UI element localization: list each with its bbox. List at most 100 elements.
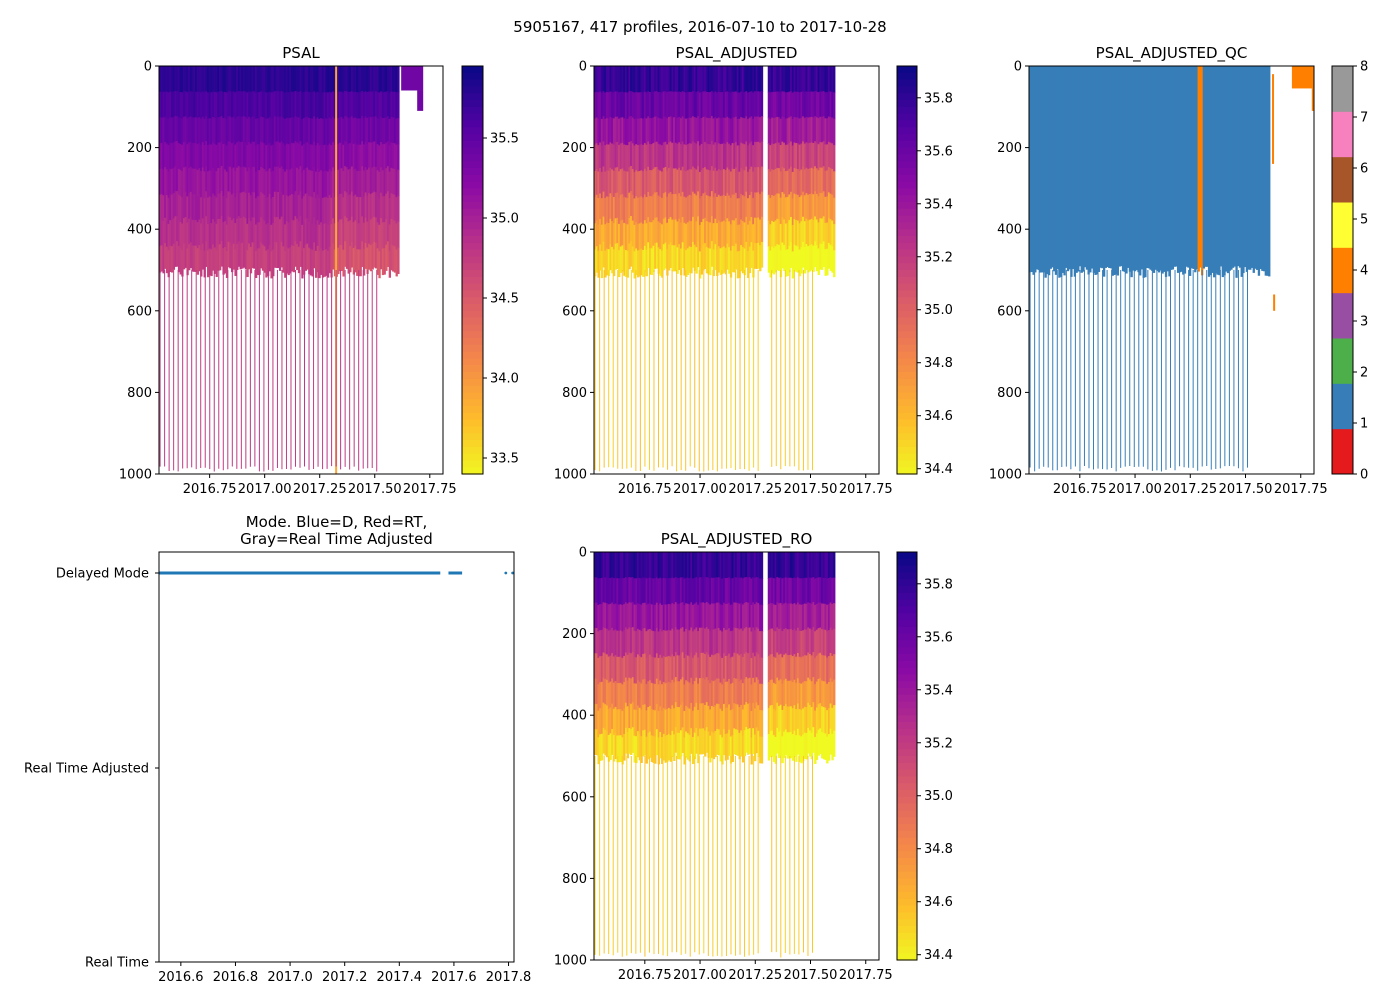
- psal_adjusted-cell: [700, 91, 703, 119]
- psal-cell: [193, 66, 196, 93]
- psal_adjusted_ro-cell: [659, 552, 662, 579]
- psal-cell: [165, 66, 169, 93]
- psal_adjusted-cell: [683, 248, 686, 276]
- psal_adjusted-cell: [635, 196, 638, 223]
- psal_adjusted_ro-cell: [805, 603, 808, 631]
- psal_adjusted-cell: [757, 116, 760, 143]
- psal_adjusted_ro-cell: [643, 602, 647, 629]
- psal_adjusted_ro-cell: [812, 652, 815, 678]
- psal-cell: [200, 223, 203, 251]
- psal_adjusted_ro-cell: [695, 677, 698, 704]
- psal_adjusted_qc-cell: [1109, 66, 1113, 269]
- psal-cell: [167, 223, 170, 251]
- psal-cell: [227, 166, 230, 193]
- psal_adjusted-cell: [631, 117, 635, 144]
- psal_adjusted_ro-cell: [800, 578, 803, 606]
- psal_adjusted_ro-cell: [623, 734, 626, 761]
- psal_adjusted-cell: [753, 242, 757, 269]
- psal-cell: [266, 223, 270, 250]
- psal_adjusted_ro-cell: [796, 552, 800, 578]
- psal-cell: [395, 66, 398, 93]
- psal_adjusted-cell: [686, 118, 690, 145]
- psal_adjusted-cell: [597, 197, 600, 225]
- psal_adjusted_ro-cell: [795, 682, 798, 710]
- psal-cell: [186, 144, 189, 171]
- psal_adjusted_ro-cell: [819, 652, 822, 679]
- psal-cell: [287, 118, 290, 145]
- psal_adjusted-cell: [604, 250, 607, 278]
- psal-cell: [373, 241, 376, 268]
- psal_adjusted-cell: [606, 66, 609, 93]
- psal_adjusted-cell: [724, 247, 728, 275]
- psal_adjusted-cell: [602, 241, 605, 268]
- psal_adjusted-cell: [676, 247, 679, 274]
- psal_adjusted-cell: [743, 144, 746, 171]
- psal_adjusted_ro-cell: [714, 577, 717, 604]
- psal-cell: [376, 144, 380, 171]
- psal_adjusted_ro-ytick-label: 600: [562, 790, 587, 805]
- psal_adjusted_ro-cell: [674, 627, 678, 653]
- psal-cell: [356, 170, 359, 198]
- psal_adjusted_qc-cell: [1132, 66, 1135, 271]
- psal-cell: [189, 217, 193, 243]
- psal-cell: [357, 118, 361, 146]
- psal_adjusted_ro-cell: [594, 703, 597, 730]
- psal_adjusted-cell: [643, 66, 647, 93]
- psal_adjusted-cell: [676, 221, 679, 248]
- psal-cell: [386, 116, 390, 142]
- psal_adjusted_qc-cell: [1120, 66, 1123, 267]
- psal-cell: [205, 91, 208, 117]
- psal-cell: [246, 197, 249, 225]
- psal_adjusted_ro-cell: [819, 677, 822, 704]
- psal_adjusted-cell: [767, 246, 771, 273]
- psal_adjusted-cell: [772, 91, 776, 119]
- psal_adjusted_ro-cell: [783, 552, 786, 579]
- psal-cell: [225, 171, 229, 199]
- psal-cell: [203, 224, 206, 252]
- psal_adjusted_ro-cell: [776, 652, 779, 679]
- psal_adjusted-cell: [779, 197, 783, 225]
- psal-colorbar-cell: [462, 188, 483, 196]
- psal_adjusted_ro-cell: [812, 552, 815, 578]
- psal_adjusted_ro-cell: [767, 552, 771, 579]
- psal_adjusted_ro-cell: [624, 627, 628, 654]
- psal_adjusted-cell: [662, 167, 666, 194]
- psal_adjusted-colorbar-cell: [897, 412, 917, 421]
- psal-cell: [263, 194, 266, 222]
- psal_adjusted-cell: [680, 222, 683, 250]
- psal-cell: [194, 91, 198, 118]
- psal_adjusted_ro-cell: [614, 552, 617, 579]
- psal_adjusted-cell: [776, 66, 779, 93]
- psal_adjusted-cell: [779, 144, 783, 172]
- psal_adjusted_ro-cell: [728, 729, 731, 756]
- psal_adjusted_ro-cell: [616, 604, 619, 632]
- psal_adjusted-cell: [626, 118, 630, 146]
- psal_adjusted_qc-cell: [1118, 66, 1121, 267]
- psal_adjusted_ro-cell: [693, 577, 697, 605]
- psal-cell: [385, 219, 388, 246]
- psal-cell: [253, 66, 256, 92]
- psal-cell: [172, 142, 176, 169]
- psal_adjusted-cell: [607, 92, 611, 119]
- psal_adjusted_ro-cell: [595, 653, 599, 680]
- psal-cell: [227, 241, 230, 268]
- psal_adjusted-cell: [645, 170, 648, 198]
- psal_adjusted_ro-cell: [647, 629, 650, 656]
- psal_adjusted_ro-cell: [814, 684, 817, 712]
- psal_adjusted-cell: [726, 91, 729, 118]
- psal_adjusted-cell: [778, 91, 781, 118]
- psal_adjusted-cell: [776, 142, 779, 169]
- psal_adjusted-cell: [814, 66, 817, 92]
- psal-cell: [345, 242, 349, 269]
- psal-cell: [369, 168, 373, 195]
- psal_adjusted-cell: [678, 66, 681, 93]
- psal-cell: [244, 167, 248, 194]
- psal_adjusted_ro-cell: [662, 655, 666, 683]
- psal_adjusted-cell: [652, 220, 655, 247]
- psal-cell: [366, 195, 369, 223]
- psal-cell: [230, 66, 234, 93]
- psal_adjusted-cell: [621, 117, 624, 144]
- psal_adjusted-colorbar-cell: [897, 256, 917, 264]
- psal_adjusted_ro-cell: [643, 653, 647, 680]
- psal_adjusted-cell: [707, 247, 710, 275]
